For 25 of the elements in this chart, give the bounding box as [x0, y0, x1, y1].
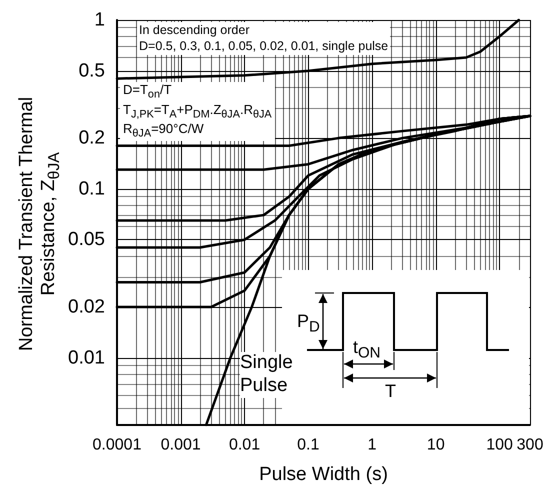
annotation: R$_{θJA}$=90°C/W: [123, 121, 204, 140]
x-tick-label: 1: [368, 436, 377, 454]
annotation: Single Pulse: [240, 352, 300, 398]
annotation: T: [385, 380, 396, 402]
annotation: D=0.5, 0.3, 0.1, 0.05, 0.02, 0.01, single pulse: [139, 38, 388, 53]
x-tick-label: 0.1: [297, 436, 320, 454]
annotation: t$_{ON}$: [353, 336, 381, 364]
x-tick-label: 10: [426, 436, 445, 454]
x-tick-label: 300: [516, 436, 544, 454]
x-axis-title: Pulse Width (s): [259, 464, 388, 485]
annotation: D=T$_{on}$/T: [123, 82, 172, 101]
y-tick-label: 0.02: [68, 296, 105, 318]
y-tick-label: 0.01: [68, 347, 105, 368]
y-tick-label: 0.1: [78, 178, 105, 200]
text: T$_{J,PK}$=T$_{A}$+P$_{DM}$.Z$_{θJA}$.R$_{θJA}$: [123, 102, 272, 120]
x-tick-label: 0.001: [160, 436, 201, 454]
x-tick-label: 0.01: [228, 436, 260, 454]
y-tick-label: 0.05: [68, 229, 105, 250]
annotation: P$_{D}$: [297, 310, 320, 338]
y-tick-label: 0.2: [78, 128, 105, 149]
y-tick-label: 1: [94, 10, 105, 30]
annotation: In descending order: [139, 23, 250, 37]
x-tick-label: 0.0001: [92, 436, 142, 454]
y-tick-label: 0.5: [78, 60, 105, 82]
x-tick-label: 100: [486, 436, 514, 454]
